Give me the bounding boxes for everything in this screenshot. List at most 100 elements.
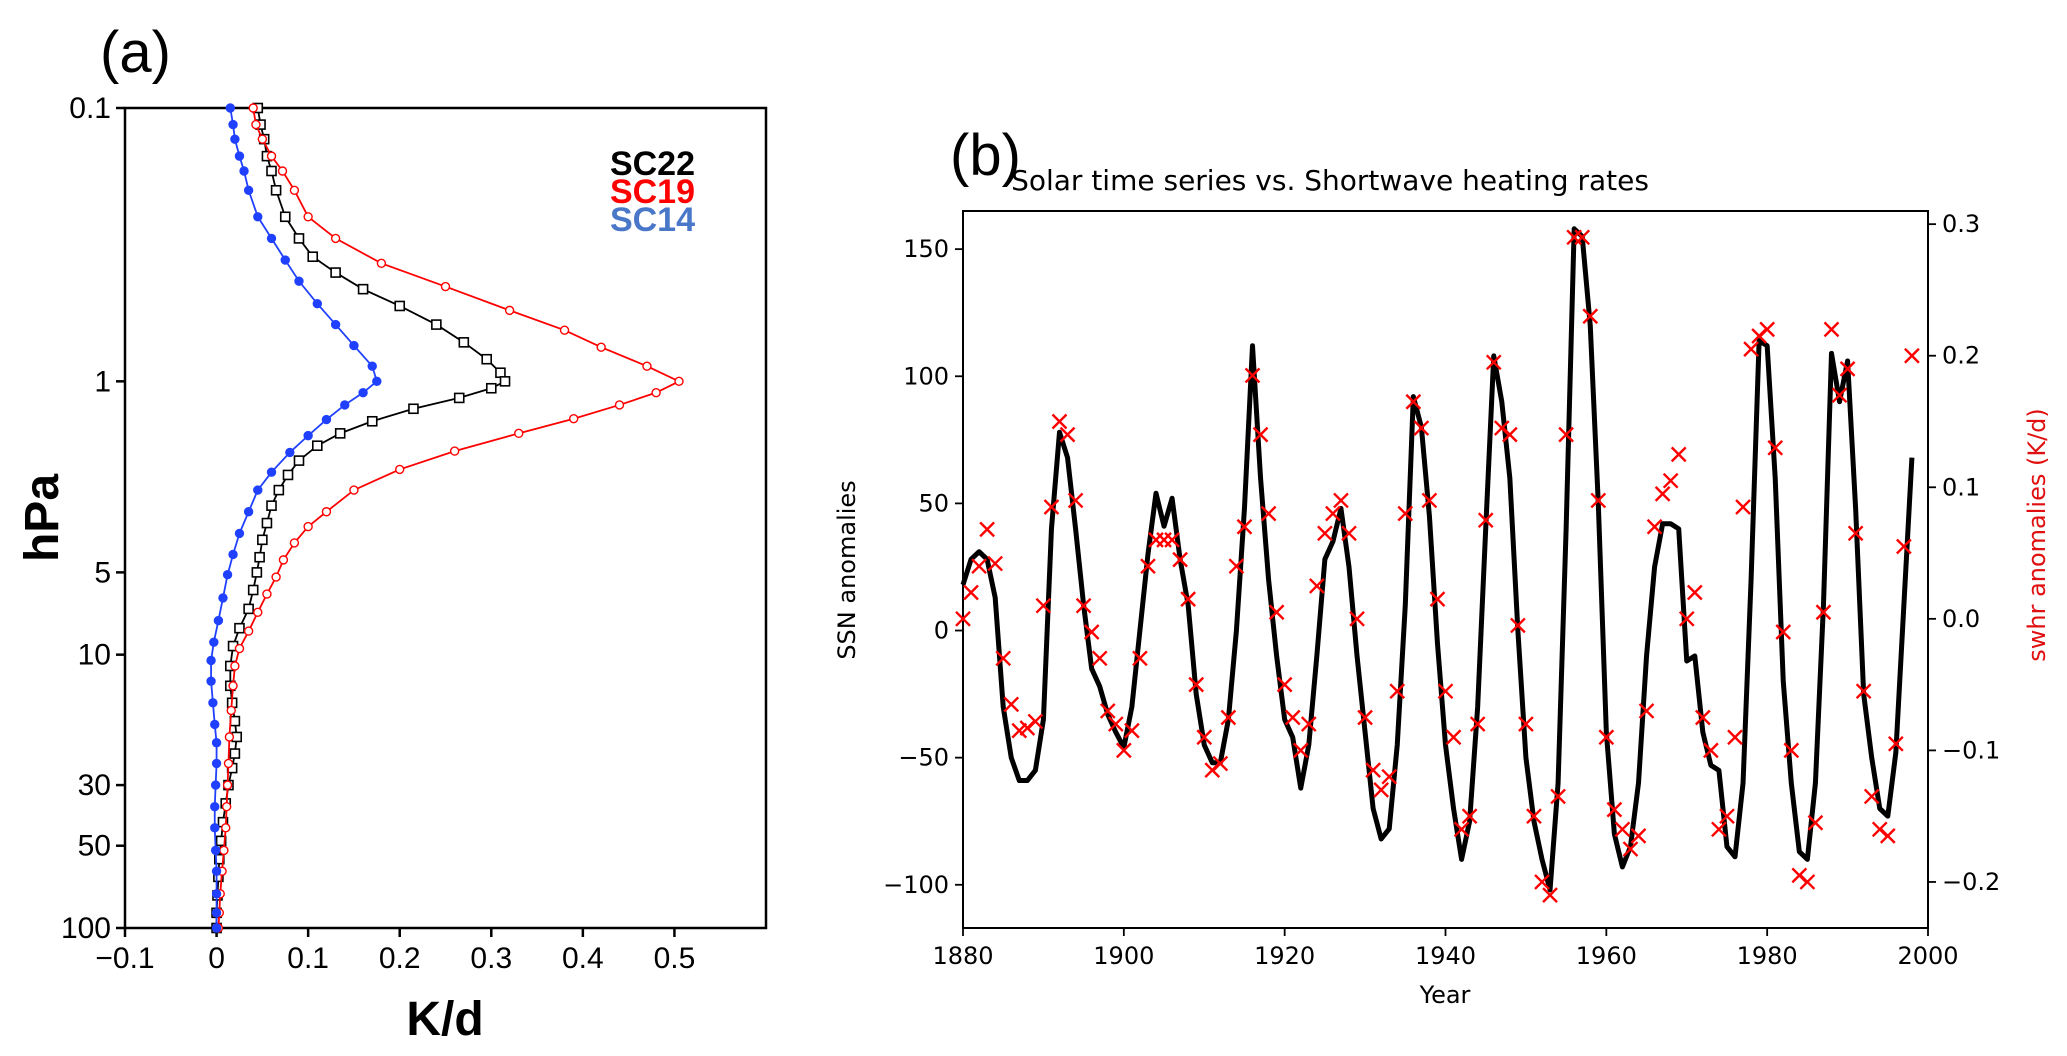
a-ytick-label: 100 [61,912,111,945]
b-xtick-label: 1880 [932,942,993,970]
swhr-point [1260,505,1277,522]
plot-a-xlabel: K/d [406,993,483,1046]
b-ytick-right-label: 0.0 [1942,605,1980,633]
point-sc14 [211,758,222,769]
point-sc22 [247,584,259,596]
b-xtick-label: 1980 [1737,942,1798,970]
swhr-point [1799,874,1816,890]
b-ytick-left-label: −100 [883,871,949,899]
plot-a-ticks: −0.1 0 0.1 0.2 0.3 0.4 0.5 0.1 1 5 10 30 50 100 [61,92,695,975]
point-sc14 [210,780,221,790]
swhr-point [1180,591,1197,607]
point-sc19 [514,428,524,439]
point-sc14 [211,923,222,933]
swhr-point [1686,584,1703,601]
point-sc22 [215,835,227,847]
point-sc22 [495,367,506,379]
swhr-point [1510,617,1526,634]
point-sc19 [303,521,313,532]
ssn-anomalies-line [960,226,1915,893]
swhr-point [1212,755,1229,772]
point-sc19 [234,643,245,654]
point-sc19 [228,681,238,691]
point-sc14 [349,340,359,351]
swhr-point [1461,808,1478,825]
point-sc14 [285,447,295,458]
swhr-point [1646,518,1663,535]
point-sc14 [208,698,218,708]
swhr-point [1397,505,1414,522]
swhr-point [1244,367,1261,384]
swhr-point [1067,492,1084,509]
b-xtick-label: 2000 [1897,942,1958,970]
swhr-point [1349,610,1365,627]
swhr-point [1445,729,1462,746]
swhr-point [1896,538,1912,555]
point-sc19 [289,538,300,548]
plot-b-xlabel: Year [1419,981,1471,1009]
swhr-point [1140,558,1156,575]
swhr-point [1638,703,1655,719]
swhr-point [1775,624,1792,640]
a-ytick-label: 0.1 [69,92,111,125]
b-ytick-left-label: −50 [898,744,949,772]
a-xtick-label: 0.3 [470,942,512,975]
b-xtick-label: 1920 [1254,942,1315,970]
point-sc19 [289,185,300,195]
swhr-point [1743,341,1759,357]
b-ytick-right-label: 0.3 [1942,210,1980,238]
swhr-point [1582,308,1599,325]
point-sc19 [248,103,258,113]
point-sc22 [311,440,323,452]
swhr-point [1284,709,1301,726]
point-sc22 [229,715,241,727]
point-sc19 [376,258,387,269]
point-sc19 [223,758,234,769]
swhr-point [1276,676,1293,693]
point-sc14 [266,467,277,477]
swhr-point [1429,591,1446,607]
point-sc14 [243,185,254,195]
swhr-point [1413,420,1430,436]
swhr-point [963,584,979,601]
a-ytick-label: 30 [78,769,111,802]
a-xtick-label: 0.5 [654,942,696,975]
swhr-point [1051,413,1068,430]
swhr-point [1727,729,1743,746]
plot-b-ylabel-right: swhr anomalies (K/d) [2023,408,2051,662]
swhr-point [1268,604,1285,621]
swhr-point [1542,887,1558,903]
point-sc14 [372,376,382,387]
swhr-point [1317,525,1333,542]
point-sc14 [243,507,254,517]
point-sc14 [211,738,222,748]
swhr-point [1831,387,1848,404]
swhr-point [1855,683,1872,700]
swhr-point [1574,229,1591,246]
swhr-point [1300,716,1317,732]
swhr-point [1325,505,1341,522]
legend-entry-sc22: SC22 [610,145,695,183]
plot-b-title: Solar time series vs. Shortwave heating … [1011,164,1649,197]
point-sc22 [266,500,277,511]
point-sc14 [280,255,290,265]
point-sc14 [210,802,220,812]
series-sc22-line [215,107,507,928]
a-xtick-label: 0.1 [287,942,329,975]
swhr-point [1421,492,1438,509]
point-sc22 [243,603,254,615]
swhr-point [1236,518,1253,535]
point-sc14 [210,845,221,856]
plot-a-ylabel: hPa [16,474,69,562]
point-sc14 [253,485,263,495]
point-sc19 [257,134,268,144]
swhr-point [1172,551,1188,568]
point-sc22 [293,455,305,466]
swhr-point [1823,321,1840,338]
swhr-point [1550,788,1566,805]
swhr-point [1027,713,1044,730]
a-xtick-label: 0.4 [562,942,604,975]
point-sc19 [271,572,281,582]
swhr-point [1534,874,1550,890]
point-sc19 [266,151,277,161]
